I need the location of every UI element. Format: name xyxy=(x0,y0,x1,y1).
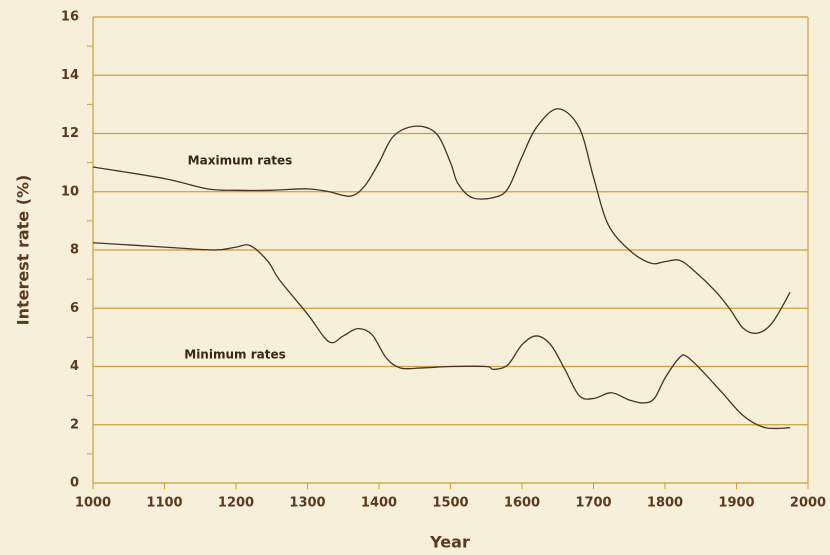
x-tick-label: 2000 xyxy=(790,496,826,511)
y-tick-label: 2 xyxy=(70,417,79,432)
x-tick-label: 1700 xyxy=(575,496,611,511)
y-tick-label: 14 xyxy=(61,68,79,83)
x-tick-label: 1300 xyxy=(289,496,325,511)
x-tick-label: 1800 xyxy=(647,496,683,511)
x-tick-label: 1100 xyxy=(146,496,182,511)
x-tick-label: 1400 xyxy=(361,496,397,511)
x-axis-label: Year xyxy=(429,533,470,552)
y-tick-label: 16 xyxy=(61,10,79,25)
annotation: Minimum rates xyxy=(184,348,285,362)
series-line xyxy=(92,108,791,334)
x-tick-label: 1200 xyxy=(218,496,254,511)
y-tick-label: 8 xyxy=(70,243,79,258)
x-tick-label: 1900 xyxy=(718,496,754,511)
y-tick-label: 0 xyxy=(70,476,79,491)
series-line xyxy=(92,242,791,430)
x-tick-label: 1000 xyxy=(75,496,111,511)
y-tick-label: 12 xyxy=(61,126,79,141)
x-tick-label: 1600 xyxy=(504,496,540,511)
y-tick-label: 6 xyxy=(70,301,79,316)
y-tick-label: 10 xyxy=(61,184,79,199)
y-axis-label: Interest rate (%) xyxy=(14,175,33,326)
x-tick-label: 1500 xyxy=(432,496,468,511)
y-tick-label: 4 xyxy=(70,359,79,374)
annotation: Maximum rates xyxy=(188,154,293,168)
